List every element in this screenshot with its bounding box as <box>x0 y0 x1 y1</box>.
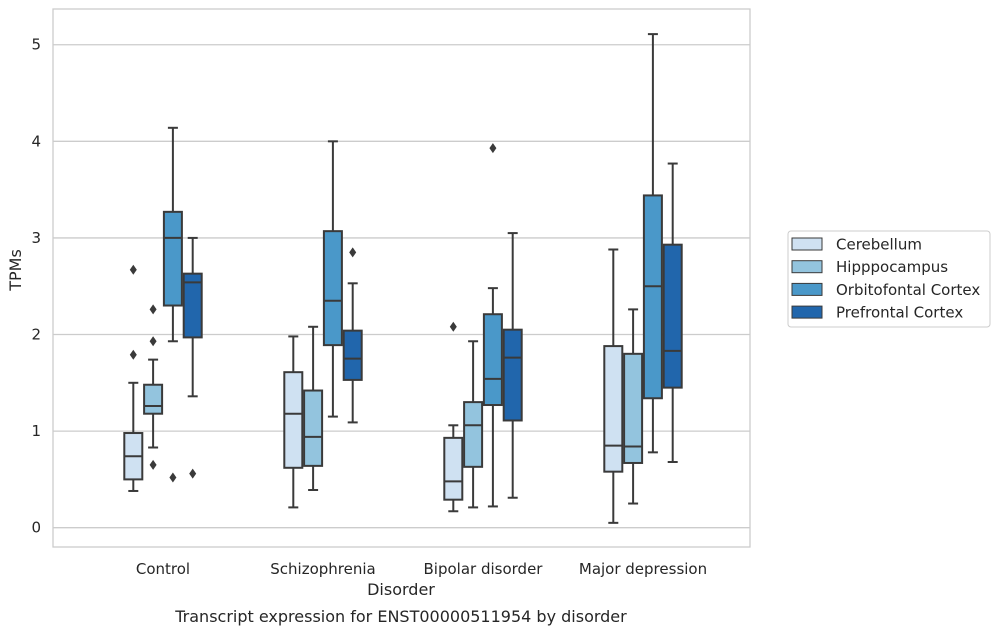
legend-swatch <box>791 282 823 296</box>
box-group <box>143 304 164 470</box>
box <box>182 272 203 339</box>
box-group <box>463 340 484 509</box>
legend-label: Orbitofontal Cortex <box>836 281 980 299</box>
outlier-point <box>129 349 137 360</box>
box <box>482 313 503 407</box>
outlier-point <box>189 468 197 479</box>
y-tick-label: 2 <box>31 326 41 344</box>
box <box>443 436 464 501</box>
outlier-point <box>169 472 177 483</box>
outlier-point <box>449 321 457 332</box>
box <box>322 230 343 347</box>
legend-label: Cerebellum <box>836 236 922 254</box>
legend-swatch <box>791 305 823 319</box>
box <box>642 194 663 400</box>
box-group <box>342 247 363 424</box>
outlier-point <box>129 264 137 275</box>
box <box>283 371 304 469</box>
box <box>463 401 484 468</box>
box-group <box>162 126 183 483</box>
outlier-point <box>489 143 497 154</box>
plot-frame <box>52 8 751 548</box>
box <box>143 383 164 415</box>
y-axis-ticks: 0 1 2 3 4 5 <box>31 36 41 537</box>
box-group <box>482 143 503 508</box>
chart-caption: Transcript expression for ENST0000051195… <box>174 607 627 626</box>
y-axis-label: TPMs <box>6 249 25 292</box>
box <box>603 345 624 473</box>
legend-label: Hipppocampus <box>836 258 948 276</box>
box <box>342 329 363 381</box>
y-tick-label: 5 <box>31 36 41 54</box>
y-tick-label: 3 <box>31 229 41 247</box>
outlier-point <box>149 304 157 315</box>
box <box>662 243 683 389</box>
x-tick-label: Major depression <box>579 560 707 578</box>
box-group <box>182 236 203 479</box>
legend-label: Prefrontal Cortex <box>836 304 963 322</box>
outlier-point <box>149 459 157 470</box>
y-tick-label: 1 <box>31 422 41 440</box>
box-group <box>322 140 343 418</box>
box-group <box>603 248 624 524</box>
box-plot-marks <box>123 33 683 524</box>
box <box>502 328 523 422</box>
box <box>303 389 324 467</box>
x-axis-ticks: Control Schizophrenia Bipolar disorder Majo… <box>136 560 707 578</box>
box-group <box>123 264 144 492</box>
legend-swatch <box>791 237 823 251</box>
box-group <box>303 325 324 492</box>
legend-swatch <box>791 260 823 274</box>
box-group <box>502 232 523 499</box>
x-axis-label: Disorder <box>367 580 435 599</box>
box-group <box>623 308 644 505</box>
box-group <box>443 321 464 513</box>
x-tick-label: Schizophrenia <box>270 560 375 578</box>
outlier-point <box>149 336 157 347</box>
outlier-point <box>349 247 357 258</box>
box-group <box>642 33 663 454</box>
x-tick-label: Control <box>136 560 190 578</box>
legend-frame <box>787 230 991 328</box>
y-tick-label: 0 <box>31 519 41 537</box>
y-tick-label: 4 <box>31 132 41 150</box>
box-group <box>662 162 683 464</box>
box <box>162 210 183 307</box>
x-tick-label: Bipolar disorder <box>424 560 544 578</box>
legend: Cerebellum Hipppocampus Orbitofontal Corte… <box>787 230 991 328</box>
box-group <box>283 335 304 509</box>
box <box>623 352 644 464</box>
